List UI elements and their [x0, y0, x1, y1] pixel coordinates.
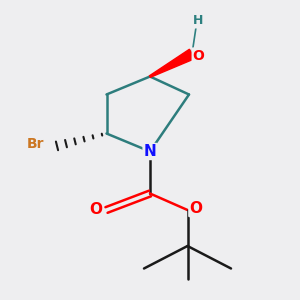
Polygon shape	[150, 49, 194, 77]
Text: H: H	[193, 14, 203, 28]
Text: O: O	[89, 202, 103, 217]
Text: N: N	[144, 144, 156, 159]
Text: Br: Br	[27, 137, 45, 151]
Text: O: O	[193, 49, 205, 62]
Text: O: O	[189, 201, 203, 216]
